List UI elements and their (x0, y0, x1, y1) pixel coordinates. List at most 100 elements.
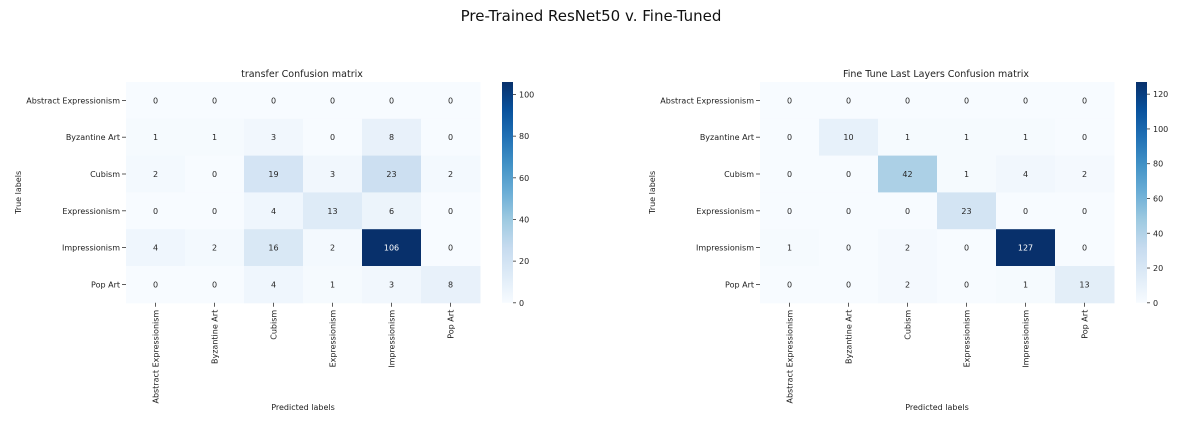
cell-value-label: 0 (964, 244, 969, 253)
y-tick-label: Cubism (724, 170, 754, 179)
heatmap-cell (303, 192, 363, 230)
cell-value-label: 0 (448, 244, 453, 253)
cell-value-label: 1 (330, 280, 335, 289)
cell-value-label: 0 (787, 96, 792, 105)
heatmap-cell (421, 155, 481, 193)
cell-value-label: 0 (846, 170, 851, 179)
cell-value-label: 0 (1023, 207, 1028, 216)
colorbar-tick-label: 120 (1153, 90, 1168, 99)
heatmap-cell (819, 192, 879, 230)
colorbar-tick-label: 0 (1153, 299, 1158, 308)
y-axis-label: True labels (648, 171, 657, 215)
cell-value-label: 1 (905, 133, 910, 142)
cell-value-label: 1 (1023, 133, 1028, 142)
x-tick-label: Expressionism (329, 310, 338, 368)
heatmap-cell (760, 118, 820, 157)
heatmap-cell (760, 229, 820, 267)
y-axis-label: True labels (14, 171, 23, 215)
y-tick-label: Cubism (90, 170, 120, 179)
y-tick-label: Impressionism (696, 244, 754, 253)
cell-value-label: 0 (787, 170, 792, 179)
heatmap-cell (185, 82, 245, 120)
y-tick-label: Expressionism (696, 207, 754, 216)
colorbar-tick-label: 20 (1153, 264, 1163, 273)
cell-value-label: 23 (386, 170, 396, 179)
heatmap-cell (421, 82, 481, 120)
heatmap-cell (760, 192, 820, 230)
heatmap-cell (185, 229, 245, 267)
x-tick-label: Cubism (904, 310, 913, 340)
cell-value-label: 3 (271, 133, 276, 142)
heatmap-cell (303, 266, 363, 304)
heatmap-cell (760, 82, 820, 120)
heatmap-cell (1055, 118, 1115, 157)
y-tick-label: Abstract Expressionism (660, 96, 754, 105)
cell-value-label: 0 (787, 207, 792, 216)
heatmap-cell (362, 229, 422, 267)
cell-value-label: 4 (271, 280, 276, 289)
heatmap-cell (819, 229, 879, 267)
x-tick-label: Cubism (270, 310, 279, 340)
heatmap-cell (244, 229, 304, 267)
x-tick-label: Abstract Expressionism (786, 310, 795, 404)
cell-value-label: 0 (905, 207, 910, 216)
x-tick-label: Expressionism (963, 310, 972, 368)
cell-value-label: 0 (964, 96, 969, 105)
cell-value-label: 0 (846, 244, 851, 253)
heatmap-cell (126, 266, 186, 304)
cell-value-label: 4 (1023, 170, 1028, 179)
cell-value-label: 42 (902, 170, 912, 179)
heatmap-cell (421, 192, 481, 230)
heatmap-cell (878, 229, 938, 267)
heatmap-cell (760, 155, 820, 193)
heatmap-cell (244, 82, 304, 120)
cell-value-label: 0 (153, 96, 158, 105)
colorbar-tick-label: 60 (1153, 194, 1163, 203)
cell-value-label: 23 (961, 207, 971, 216)
heatmap-cell (126, 118, 186, 157)
figure-suptitle: Pre-Trained ResNet50 v. Fine-Tuned (460, 7, 722, 25)
colorbar-tick-label: 100 (1153, 125, 1168, 134)
heatmap-cell (185, 155, 245, 193)
heatmap-cell (185, 118, 245, 157)
heatmap-cell (126, 155, 186, 193)
heatmap-cell (303, 155, 363, 193)
x-tick-label: Impressionism (1022, 310, 1031, 368)
heatmap-cell (1055, 229, 1115, 267)
heatmap-cell (819, 82, 879, 120)
cell-value-label: 1 (212, 133, 217, 142)
cell-value-label: 0 (330, 96, 335, 105)
cell-value-label: 127 (1018, 244, 1033, 253)
cell-value-label: 2 (1082, 170, 1087, 179)
colorbar-tick-label: 0 (519, 299, 524, 308)
heatmap-cell (937, 118, 997, 157)
cell-value-label: 0 (846, 96, 851, 105)
heatmap-cell (878, 266, 938, 304)
heatmap-cell (244, 118, 304, 157)
heatmap-cell (878, 118, 938, 157)
heatmap-cell (362, 266, 422, 304)
heatmap-cell (996, 266, 1056, 304)
heatmap-cell (244, 155, 304, 193)
cell-value-label: 0 (448, 133, 453, 142)
cell-value-label: 1 (964, 133, 969, 142)
colorbar-tick-label: 40 (519, 215, 529, 224)
heatmap-cell (937, 82, 997, 120)
heatmap-cell (126, 192, 186, 230)
cell-value-label: 10 (843, 133, 853, 142)
cell-value-label: 2 (330, 244, 335, 253)
cell-value-label: 0 (846, 280, 851, 289)
heatmap-cell (996, 229, 1056, 267)
cell-value-label: 0 (787, 280, 792, 289)
cell-value-label: 4 (153, 244, 158, 253)
heatmap-title-1: transfer Confusion matrix (241, 69, 363, 80)
heatmap-cell (126, 82, 186, 120)
x-tick-label: Abstract Expressionism (152, 310, 161, 404)
cell-value-label: 0 (448, 207, 453, 216)
cell-value-label: 0 (1082, 96, 1087, 105)
cell-value-label: 0 (153, 207, 158, 216)
heatmap-cell (996, 155, 1056, 193)
colorbar-tick-label: 20 (519, 257, 529, 266)
heatmap-cell (937, 229, 997, 267)
cell-value-label: 16 (268, 244, 278, 253)
